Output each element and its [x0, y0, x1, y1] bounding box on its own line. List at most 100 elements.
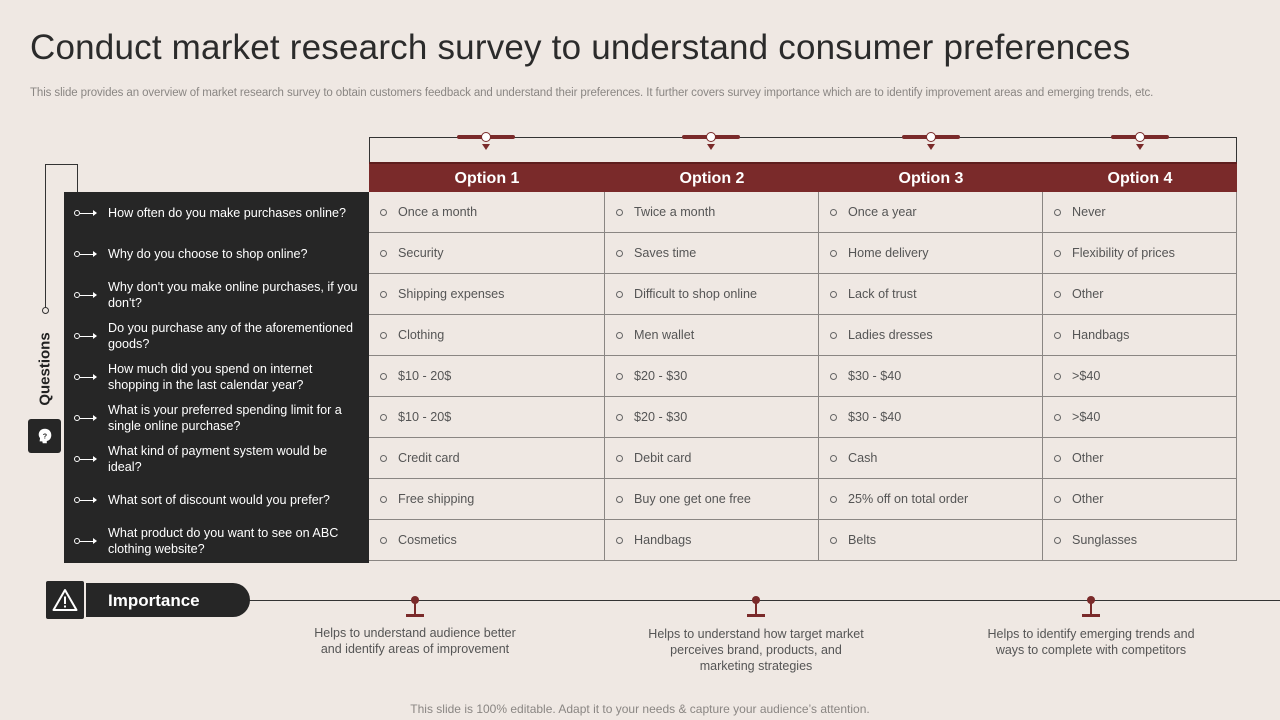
question-bullet	[74, 209, 80, 216]
page-title: Conduct market research survey to unders…	[30, 28, 1131, 67]
radio-circle-icon[interactable]	[380, 208, 387, 216]
radio-circle-icon[interactable]	[380, 454, 387, 462]
radio-circle-icon[interactable]	[380, 290, 387, 298]
answer-option-4[interactable]: >$40	[1043, 356, 1237, 397]
radio-circle-icon[interactable]	[830, 208, 837, 216]
answer-option-4[interactable]: Sunglasses	[1043, 520, 1237, 561]
answer-option-4[interactable]: Other	[1043, 274, 1237, 315]
radio-circle-icon[interactable]	[616, 454, 623, 462]
radio-circle-icon[interactable]	[830, 495, 837, 503]
answer-option-3[interactable]: 25% off on total order	[819, 479, 1043, 520]
answer-text: Home delivery	[848, 246, 929, 260]
answer-text: Saves time	[634, 246, 697, 260]
radio-circle-icon[interactable]	[830, 454, 837, 462]
importance-point: Helps to understand how target market pe…	[648, 627, 864, 673]
radio-circle-icon[interactable]	[380, 249, 387, 257]
answers-grid: Once a month Twice a month Once a year Neve…	[369, 192, 1237, 563]
radio-circle-icon[interactable]	[830, 536, 837, 544]
answer-option-1[interactable]: Credit card	[369, 438, 605, 479]
radio-circle-icon[interactable]	[616, 249, 623, 257]
answer-option-3[interactable]: Home delivery	[819, 233, 1043, 274]
radio-circle-icon[interactable]	[1054, 536, 1061, 544]
answer-option-1[interactable]: Free shipping	[369, 479, 605, 520]
radio-circle-icon[interactable]	[616, 372, 623, 380]
radio-circle-icon[interactable]	[1054, 249, 1061, 257]
answer-text: Men wallet	[634, 328, 695, 342]
answer-option-2[interactable]: Buy one get one free	[605, 479, 819, 520]
answer-option-3[interactable]: Once a year	[819, 192, 1043, 233]
radio-circle-icon[interactable]	[1054, 454, 1061, 462]
answer-text: Other	[1072, 451, 1104, 465]
answer-option-2[interactable]: Men wallet	[605, 315, 819, 356]
radio-circle-icon[interactable]	[380, 536, 387, 544]
question-row: What kind of payment system would be ide…	[64, 438, 369, 479]
answer-option-1[interactable]: Once a month	[369, 192, 605, 233]
question-row: What product do you want to see on ABC c…	[64, 520, 369, 561]
question-row: Why do you choose to shop online?	[64, 233, 369, 274]
answer-option-3[interactable]: Cash	[819, 438, 1043, 479]
answer-option-2[interactable]: Difficult to shop online	[605, 274, 819, 315]
answer-option-3[interactable]: Ladies dresses	[819, 315, 1043, 356]
question-text: Do you purchase any of the aforementione…	[108, 321, 354, 351]
radio-circle-icon[interactable]	[616, 331, 623, 339]
answer-option-2[interactable]: $20 - $30	[605, 397, 819, 438]
answer-option-4[interactable]: Handbags	[1043, 315, 1237, 356]
radio-circle-icon[interactable]	[616, 495, 623, 503]
answer-option-2[interactable]: $20 - $30	[605, 356, 819, 397]
question-connector	[80, 212, 96, 214]
radio-circle-icon[interactable]	[830, 331, 837, 339]
radio-circle-icon[interactable]	[380, 331, 387, 339]
answer-option-1[interactable]: Clothing	[369, 315, 605, 356]
answer-option-1[interactable]: Shipping expenses	[369, 274, 605, 315]
radio-circle-icon[interactable]	[1054, 495, 1061, 503]
answer-option-2[interactable]: Handbags	[605, 520, 819, 561]
radio-circle-icon[interactable]	[380, 413, 387, 421]
pin-icon	[746, 596, 766, 618]
option-marker-2	[682, 131, 740, 151]
answer-option-4[interactable]: Other	[1043, 438, 1237, 479]
arrow-right-icon	[93, 455, 97, 462]
warning-icon	[44, 579, 86, 621]
option-marker-1	[457, 131, 515, 151]
radio-circle-icon[interactable]	[1054, 208, 1061, 216]
radio-circle-icon[interactable]	[380, 495, 387, 503]
answer-option-1[interactable]: Security	[369, 233, 605, 274]
answer-option-3[interactable]: Lack of trust	[819, 274, 1043, 315]
answer-option-1[interactable]: Cosmetics	[369, 520, 605, 561]
answer-option-2[interactable]: Twice a month	[605, 192, 819, 233]
options-bracket	[369, 137, 1237, 163]
answer-option-3[interactable]: $30 - $40	[819, 356, 1043, 397]
answer-option-4[interactable]: >$40	[1043, 397, 1237, 438]
questions-connector	[45, 164, 78, 311]
radio-circle-icon[interactable]	[830, 372, 837, 380]
answer-option-3[interactable]: $30 - $40	[819, 397, 1043, 438]
answer-option-3[interactable]: Belts	[819, 520, 1043, 561]
radio-circle-icon[interactable]	[1054, 290, 1061, 298]
radio-circle-icon[interactable]	[616, 208, 623, 216]
radio-circle-icon[interactable]	[616, 536, 623, 544]
answer-option-2[interactable]: Debit card	[605, 438, 819, 479]
answer-text: Other	[1072, 492, 1104, 506]
radio-circle-icon[interactable]	[830, 413, 837, 421]
answer-text: Ladies dresses	[848, 328, 933, 342]
answer-option-4[interactable]: Never	[1043, 192, 1237, 233]
answer-option-1[interactable]: $10 - 20$	[369, 397, 605, 438]
option-header-4: Option 4	[1107, 170, 1173, 187]
answer-option-4[interactable]: Other	[1043, 479, 1237, 520]
radio-circle-icon[interactable]	[616, 413, 623, 421]
radio-circle-icon[interactable]	[1054, 331, 1061, 339]
question-bullet	[74, 332, 80, 339]
question-connector	[80, 253, 96, 255]
radio-circle-icon[interactable]	[830, 290, 837, 298]
answer-text: Once a year	[848, 205, 917, 219]
radio-circle-icon[interactable]	[1054, 413, 1061, 421]
radio-circle-icon[interactable]	[616, 290, 623, 298]
radio-circle-icon[interactable]	[830, 249, 837, 257]
answer-option-2[interactable]: Saves time	[605, 233, 819, 274]
answer-text: Shipping expenses	[398, 287, 505, 301]
answer-option-1[interactable]: $10 - 20$	[369, 356, 605, 397]
radio-circle-icon[interactable]	[380, 372, 387, 380]
radio-circle-icon[interactable]	[1054, 372, 1061, 380]
answer-option-4[interactable]: Flexibility of prices	[1043, 233, 1237, 274]
question-text: What kind of payment system would be ide…	[108, 444, 328, 474]
